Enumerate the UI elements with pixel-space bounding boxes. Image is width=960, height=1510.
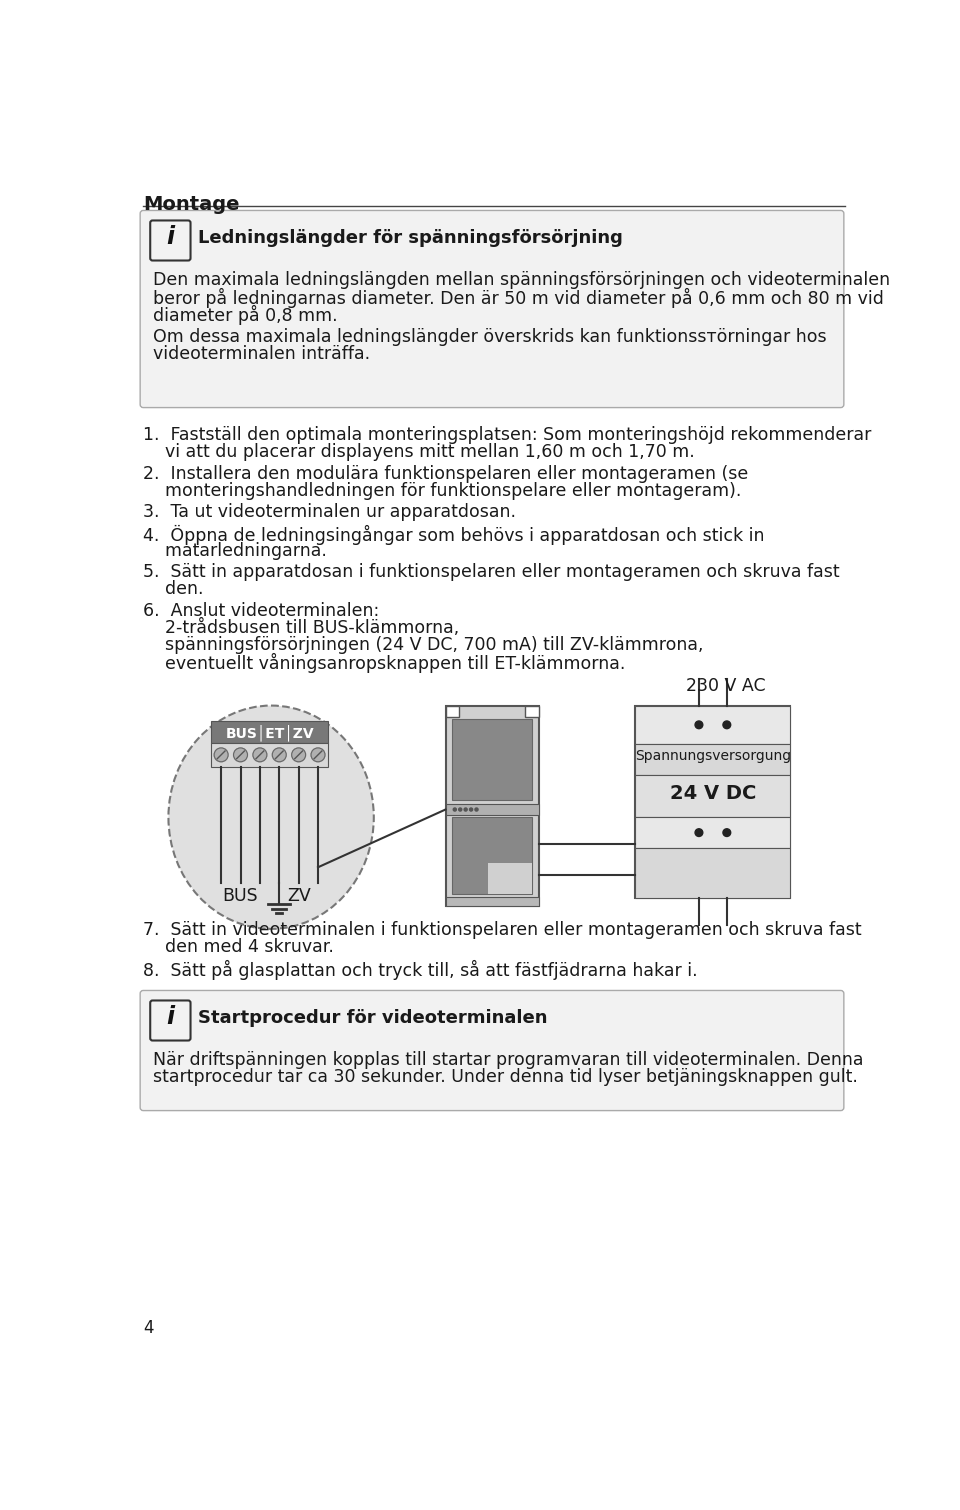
Text: Om dessa maximala ledningslängder överskrids kan funktionssтörningar hos: Om dessa maximala ledningslängder översk… [153, 328, 827, 346]
Text: startprocedur tar ca 30 sekunder. Under denna tid lyser betjäningsknappen gult.: startprocedur tar ca 30 sekunder. Under … [153, 1068, 857, 1086]
Text: eventuellt våningsanropsknappen till ET-klämmorna.: eventuellt våningsanropsknappen till ET-… [143, 652, 626, 672]
Bar [636, 705, 790, 744]
Text: När driftspänningen kopplas till startar programvaran till videoterminalen. Denn: När driftspänningen kopplas till startar… [153, 1051, 863, 1069]
Text: vi att du placerar displayens mitt mellan 1,60 m och 1,70 m.: vi att du placerar displayens mitt mella… [143, 442, 695, 461]
Circle shape [311, 747, 325, 761]
Text: diameter på 0,8 mm.: diameter på 0,8 mm. [153, 305, 337, 325]
Circle shape [459, 808, 462, 811]
Bar [452, 719, 532, 800]
Text: Montage: Montage [143, 195, 240, 214]
Bar [636, 705, 790, 898]
Text: 6.  Anslut videoterminalen:: 6. Anslut videoterminalen: [143, 601, 379, 619]
Circle shape [723, 829, 731, 837]
Bar [524, 705, 539, 717]
Text: 1.  Fastställ den optimala monteringsplatsen: Som monteringshöjd rekommenderar: 1. Fastställ den optimala monteringsplat… [143, 426, 872, 444]
Circle shape [233, 747, 248, 761]
Text: BUS│ET│ZV: BUS│ET│ZV [226, 725, 314, 741]
Text: den med 4 skruvar.: den med 4 skruvar. [143, 938, 334, 956]
Circle shape [273, 747, 286, 761]
Text: 4.  Öppna de ledningsingångar som behövs i apparatdosan och stick in: 4. Öppna de ledningsingångar som behövs … [143, 524, 765, 545]
Bar [445, 705, 460, 717]
Bar [211, 743, 327, 767]
Text: Spannungsversorgung: Spannungsversorgung [635, 749, 791, 763]
Circle shape [464, 808, 468, 811]
Text: beror på ledningarnas diameter. Den är 50 m vid diameter på 0,6 mm och 80 m vid: beror på ledningarnas diameter. Den är 5… [153, 288, 883, 308]
Text: Den maximala ledningslängden mellan spänningsförsörjningen och videoterminalen: Den maximala ledningslängden mellan spän… [153, 272, 890, 290]
Circle shape [475, 808, 478, 811]
Circle shape [453, 808, 456, 811]
Bar [445, 705, 539, 906]
Text: i: i [166, 1006, 175, 1030]
Bar [445, 897, 539, 906]
Text: Startprocedur för videoterminalen: Startprocedur för videoterminalen [198, 1009, 547, 1027]
FancyBboxPatch shape [140, 991, 844, 1110]
Text: BUS: BUS [223, 886, 258, 904]
Bar [211, 720, 327, 743]
Bar [488, 864, 532, 894]
Ellipse shape [168, 705, 373, 929]
Text: monteringshandledningen för funktionspelare eller montageram).: monteringshandledningen för funktionspel… [143, 482, 742, 500]
Text: 7.  Sätt in videoterminalen i funktionspelaren eller montageramen och skruva fas: 7. Sätt in videoterminalen i funktionspe… [143, 921, 862, 939]
Bar [636, 744, 790, 775]
Circle shape [695, 829, 703, 837]
Circle shape [695, 720, 703, 729]
Bar [636, 775, 790, 817]
Bar [636, 849, 790, 898]
Text: ZV: ZV [287, 886, 310, 904]
Text: i: i [166, 225, 175, 249]
Circle shape [214, 747, 228, 761]
Bar [452, 817, 532, 894]
Text: 4: 4 [143, 1320, 154, 1338]
FancyBboxPatch shape [140, 210, 844, 408]
Circle shape [723, 720, 731, 729]
Circle shape [292, 747, 305, 761]
Bar [636, 817, 790, 849]
Text: videoterminalen inträffa.: videoterminalen inträffa. [153, 346, 370, 364]
Text: matarledningarna.: matarledningarna. [143, 542, 327, 560]
Text: 2.  Installera den modulära funktionspelaren eller montageramen (se: 2. Installera den modulära funktionspela… [143, 465, 749, 483]
Text: 24 V DC: 24 V DC [670, 784, 756, 803]
Text: den.: den. [143, 580, 204, 598]
Text: 230 V AC: 230 V AC [685, 676, 765, 695]
Text: 2-trådsbusen till BUS-klämmorna,: 2-trådsbusen till BUS-klämmorna, [143, 619, 460, 637]
Text: 3.  Ta ut videoterminalen ur apparatdosan.: 3. Ta ut videoterminalen ur apparatdosan… [143, 503, 516, 521]
Circle shape [469, 808, 472, 811]
FancyBboxPatch shape [150, 220, 190, 261]
Circle shape [252, 747, 267, 761]
Bar [445, 805, 539, 815]
Text: spänningsförsörjningen (24 V DC, 700 mA) till ZV-klämmrona,: spänningsförsörjningen (24 V DC, 700 mA)… [143, 636, 704, 654]
Text: 5.  Sätt in apparatdosan i funktionspelaren eller montageramen och skruva fast: 5. Sätt in apparatdosan i funktionspelar… [143, 563, 840, 581]
FancyBboxPatch shape [150, 1001, 190, 1040]
Text: 8.  Sätt på glasplattan och tryck till, så att fästfjädrarna hakar i.: 8. Sätt på glasplattan och tryck till, s… [143, 960, 698, 980]
Text: Ledningslängder för spänningsförsörjning: Ledningslängder för spänningsförsörjning [198, 230, 622, 248]
